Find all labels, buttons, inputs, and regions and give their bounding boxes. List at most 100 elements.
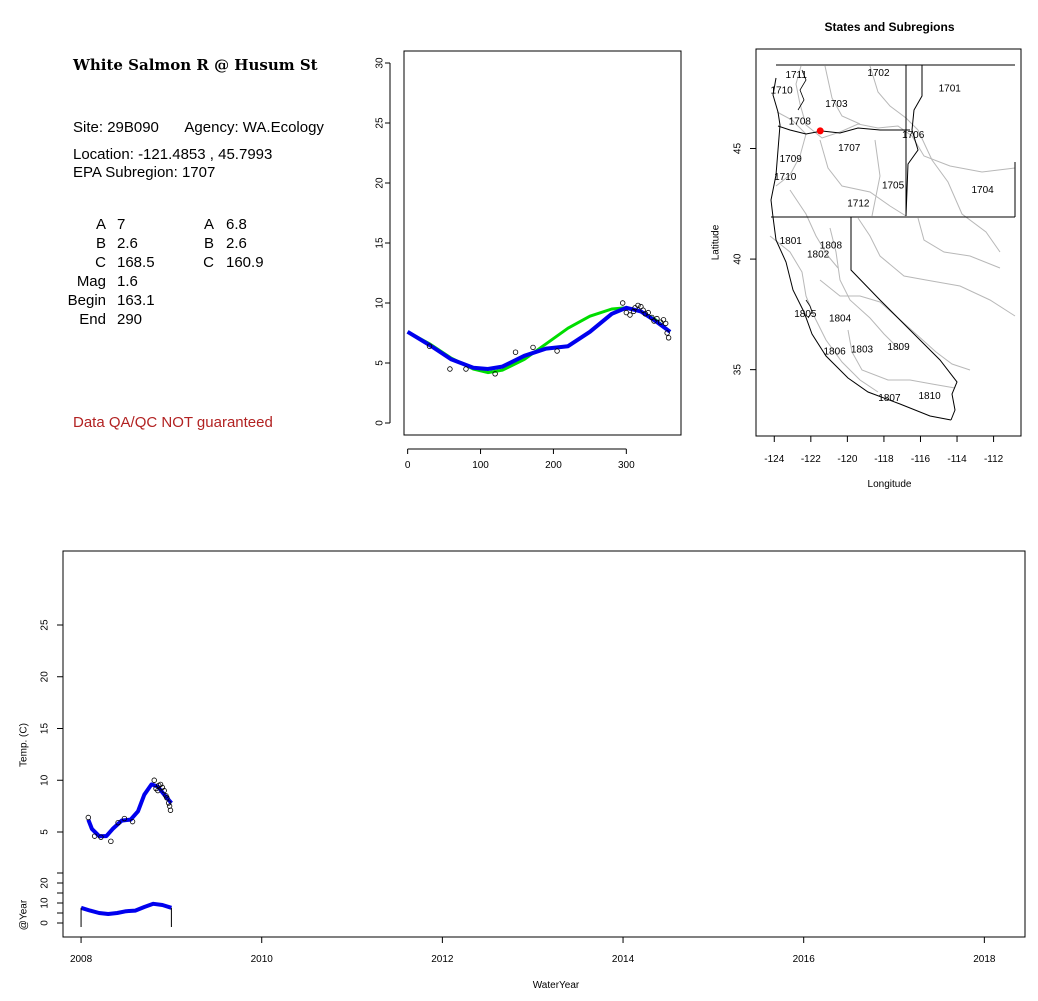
seasonal-chart: 0 100 200 300 0 5 10 15 20 25 30	[375, 50, 682, 471]
subregion-map: States and Subregions -124 -122 -120 -118 -11…	[711, 20, 1022, 490]
location-line: Location: -121.4853 , 45.7993	[73, 146, 272, 163]
data-point	[623, 309, 630, 316]
x-tick-label: 2008	[70, 954, 93, 965]
y-tick-label: 0	[40, 920, 51, 926]
region-label: 1807	[878, 393, 901, 404]
param-label: C	[203, 254, 214, 271]
data-point	[167, 807, 174, 813]
data-point	[492, 371, 498, 377]
data-point	[630, 308, 637, 315]
x-tick-label: 2016	[793, 954, 816, 965]
y-tick-label: 40	[733, 253, 744, 265]
region-label: 1705	[882, 181, 905, 192]
timeseries-chart: 2008 2010 2012 2014 2016 2018 5 10 15 20 25 0 10 20 Wa…	[19, 550, 1026, 991]
y-tick-label: 10	[40, 897, 51, 909]
param-value: 168.5	[117, 254, 155, 271]
param-label: C	[95, 254, 106, 271]
map-state-borders	[770, 64, 1016, 421]
param-value: 6.8	[226, 216, 247, 233]
data-point	[554, 348, 560, 354]
data-point	[164, 795, 170, 801]
x-tick-label: 2012	[431, 954, 454, 965]
data-point	[121, 815, 128, 822]
data-point	[635, 302, 641, 309]
param-value: 2.6	[117, 235, 138, 252]
year-fit-line	[80, 901, 172, 916]
param-label: A	[203, 216, 214, 233]
x-tick-label: 2014	[612, 954, 635, 965]
qa-note: Data QA/QC NOT guaranteed	[73, 414, 273, 431]
data-point	[512, 349, 519, 355]
x-tick-label: -114	[947, 454, 967, 465]
param-label: A	[95, 216, 106, 233]
data-point	[98, 834, 104, 840]
data-point	[161, 787, 167, 794]
y-tick-label: 25	[40, 619, 51, 631]
region-label: 1805	[794, 309, 817, 320]
y-tick-label: 35	[733, 364, 744, 376]
data-point	[426, 343, 433, 349]
agency-label: Agency:	[184, 119, 239, 136]
region-label: 1712	[847, 198, 870, 209]
site-marker	[816, 127, 824, 135]
data-point	[108, 838, 114, 845]
data-point	[447, 366, 453, 372]
data-point	[654, 315, 660, 322]
data-point	[642, 311, 648, 317]
x-axis-title: WaterYear	[533, 980, 580, 991]
region-label: 1706	[902, 130, 925, 141]
region-label: 1709	[780, 154, 803, 165]
region-label: 1810	[918, 391, 941, 402]
y-tick-label: 20	[40, 671, 51, 683]
region-label: 1702	[867, 68, 890, 79]
region-label: 1802	[807, 249, 830, 260]
y-tick-label: 0	[375, 420, 386, 426]
param-value: 7	[117, 216, 126, 233]
site-id: 29B090	[107, 119, 159, 136]
lower-y-axis-title: @Year	[19, 899, 30, 930]
map-title: States and Subregions	[824, 20, 954, 34]
x-tick-label: 300	[618, 460, 635, 471]
y-tick-label: 20	[375, 177, 386, 189]
param-label: B	[203, 235, 214, 252]
data-point	[155, 787, 161, 794]
region-label: 1806	[823, 347, 846, 358]
data-point	[662, 320, 669, 327]
site-line: Site: 29B090 Agency: WA.Ecology	[73, 119, 324, 136]
location-value: -121.4853 , 45.7993	[138, 146, 273, 163]
x-tick-label: -124	[764, 454, 784, 465]
data-point	[463, 366, 469, 372]
region-label: 1801	[780, 236, 803, 247]
y-tick-label: 20	[40, 877, 51, 889]
subregion-value: 1707	[181, 164, 216, 181]
x-tick-label: -116	[911, 454, 931, 465]
y-tick-label: 10	[375, 297, 386, 309]
y-axis-title: Temp. (C)	[19, 723, 30, 767]
location-label: Location:	[73, 146, 134, 163]
param-value: 160.9	[226, 254, 264, 271]
data-point	[165, 800, 172, 806]
x-tick-label: -122	[801, 454, 821, 465]
site-title: White Salmon R @ Husum St	[73, 56, 318, 74]
y-tick-label: 15	[40, 723, 51, 735]
data-point	[115, 819, 121, 826]
x-axis-title: Longitude	[868, 479, 912, 490]
region-label: 1710	[774, 172, 797, 183]
region-label: 1701	[939, 83, 962, 94]
x-tick-label: -120	[837, 454, 857, 465]
data-point	[530, 344, 536, 351]
data-point	[627, 312, 633, 318]
region-label: 1704	[971, 185, 994, 196]
y-axis-title: Latitude	[711, 224, 722, 260]
data-point	[664, 330, 670, 336]
region-label: 1803	[851, 344, 874, 355]
region-label: 1804	[829, 313, 852, 324]
region-label: 1809	[887, 342, 910, 353]
data-point	[91, 833, 98, 839]
data-point	[645, 309, 651, 316]
x-tick-label: -118	[874, 454, 894, 465]
region-label: 1808	[820, 240, 843, 251]
agency-value: WA.Ecology	[242, 119, 324, 136]
region-label: 1710	[770, 86, 793, 97]
